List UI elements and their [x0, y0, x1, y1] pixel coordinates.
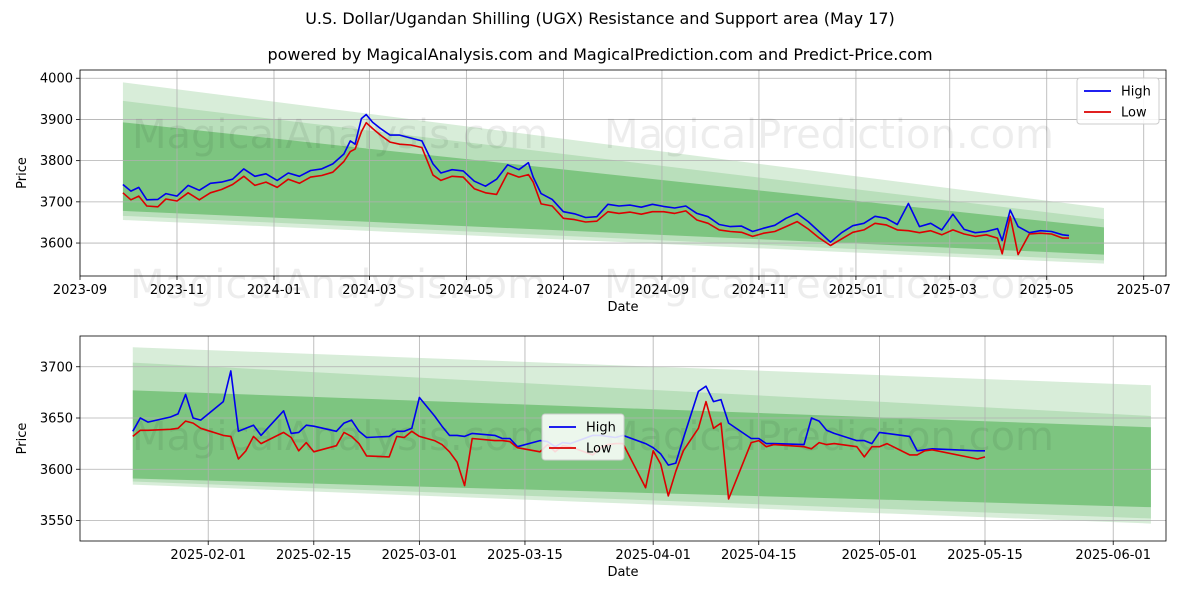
legend-label-high: High — [1121, 85, 1151, 100]
chart-subtitle: powered by MagicalAnalysis.com and Magic… — [267, 45, 933, 64]
x-tick-label: 2023-09 — [53, 283, 107, 298]
y-tick-label: 3600 — [40, 237, 73, 252]
x-tick-label: 2025-03 — [923, 283, 977, 298]
watermark-text: MagicalAnalysis.com — [132, 112, 548, 158]
resistance-support-band — [132, 390, 1151, 508]
x-tick-label: 2025-02-01 — [170, 548, 246, 563]
x-tick-label: 2024-05 — [439, 283, 493, 298]
x-tick-label: 2025-04-15 — [721, 548, 797, 563]
x-tick-label: 2025-03-15 — [487, 548, 563, 563]
x-tick-label: 2025-04-01 — [615, 548, 691, 563]
x-tick-label: 2025-05-15 — [947, 548, 1023, 563]
x-tick-label: 2024-03 — [342, 283, 396, 298]
axes-frame — [79, 335, 1167, 542]
legend: High Low — [541, 413, 625, 461]
legend-label-high: High — [586, 421, 616, 436]
y-tick-label: 3650 — [40, 412, 73, 427]
watermark-text: MagicalPrediction.com — [604, 112, 1054, 158]
y-tick-label: 3600 — [40, 463, 73, 478]
x-tick-label: 2024-09 — [635, 283, 689, 298]
legend: High Low — [1076, 77, 1160, 125]
watermark-text: MagicalAnalysis.com — [132, 414, 548, 460]
x-tick-label: 2025-05 — [1020, 283, 1074, 298]
chart-title: U.S. Dollar/Ugandan Shilling (UGX) Resis… — [305, 9, 895, 28]
axes-frame — [79, 69, 1167, 277]
y-axis-label: Price — [15, 157, 30, 189]
x-tick-label: 2024-11 — [732, 283, 786, 298]
y-axis-label: Price — [15, 423, 30, 455]
watermark-text: MagicalPrediction.com — [604, 262, 1054, 308]
series-line-high — [122, 113, 1070, 243]
y-tick-label: 3700 — [40, 195, 73, 210]
y-tick-label: 3700 — [40, 360, 73, 375]
legend-label-low: Low — [586, 442, 612, 457]
x-axis-label: Date — [607, 300, 638, 315]
series-line-low — [122, 121, 1069, 256]
chart-panel-2: 3550 3600 3650 3700 2025-02-01 2025-02-15 2025… — [15, 335, 1167, 580]
y-tick-label: 4000 — [40, 72, 73, 87]
y-tick-label: 3900 — [40, 113, 73, 128]
y-tick-label: 3800 — [40, 154, 73, 169]
x-axis-label: Date — [607, 565, 638, 580]
x-tick-label: 2025-06-01 — [1075, 548, 1151, 563]
x-tick-label: 2025-01 — [829, 283, 883, 298]
y-tick-label: 3550 — [40, 514, 73, 529]
watermark-text: MagicalAnalysis.com — [130, 262, 546, 308]
x-tick-label: 2024-07 — [536, 283, 590, 298]
chart-panel-1: 3600 3700 3800 3900 4000 2023-09 2023-11 2024-0… — [15, 69, 1171, 315]
x-tick-label: 2023-11 — [150, 283, 204, 298]
x-tick-label: 2025-03-01 — [382, 548, 458, 563]
resistance-support-band — [122, 122, 1104, 255]
x-tick-label: 2025-05-01 — [842, 548, 918, 563]
legend-label-low: Low — [1121, 106, 1147, 121]
x-tick-label: 2025-07 — [1117, 283, 1171, 298]
x-tick-label: 2025-02-15 — [276, 548, 352, 563]
watermark-text: MagicalPrediction.com — [604, 414, 1054, 460]
x-tick-label: 2024-01 — [247, 283, 301, 298]
